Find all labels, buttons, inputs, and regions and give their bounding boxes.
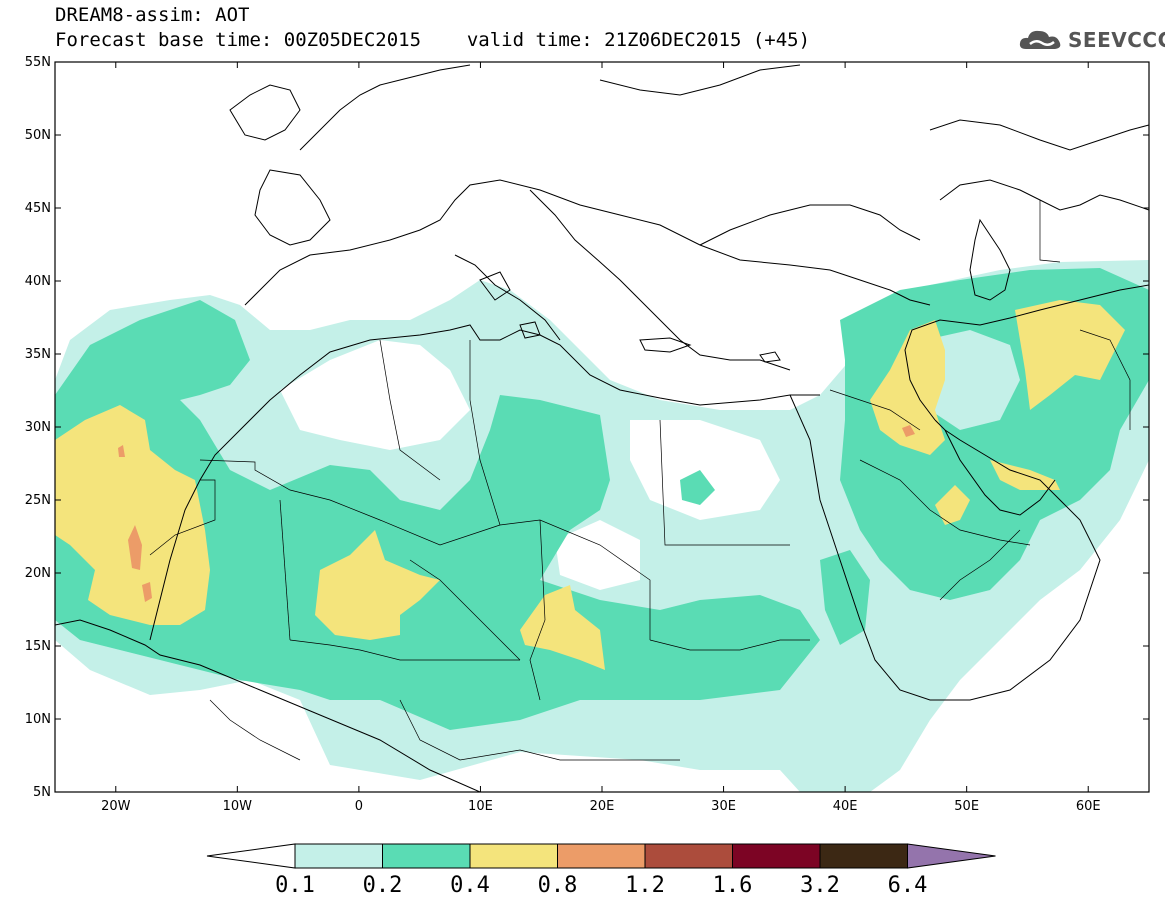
colorbar-low-arrow bbox=[206, 843, 296, 869]
lat-tick-label: 40N bbox=[25, 274, 51, 289]
borders bbox=[149, 200, 1131, 761]
lat-tick-label: 15N bbox=[25, 639, 51, 654]
colorbar-swatch bbox=[469, 843, 558, 869]
colorbar-label: 3.2 bbox=[800, 873, 840, 898]
aot-contour-0.4 bbox=[55, 405, 210, 625]
lon-tick-label: 50E bbox=[954, 799, 979, 814]
colorbar-swatch bbox=[294, 843, 383, 869]
colorbar-swatch bbox=[557, 843, 646, 869]
colorbar-label: 0.4 bbox=[450, 873, 490, 898]
lat-tick-label: 10N bbox=[25, 712, 51, 727]
valid-time-value: 21Z06DEC2015 (+45) bbox=[604, 29, 811, 51]
time-info: Forecast base time: 00Z05DEC2015 valid t… bbox=[55, 29, 810, 51]
lat-tick-label: 35N bbox=[25, 347, 51, 362]
map-title: DREAM8-assim: AOT bbox=[55, 4, 250, 26]
longitude-axis: 20W 10W 0 10E 20E 30E 40E 50E 60E bbox=[101, 62, 1101, 814]
lat-tick-label: 5N bbox=[33, 785, 51, 800]
cloud-icon bbox=[1019, 30, 1061, 49]
colorbar-label: 0.1 bbox=[275, 873, 315, 898]
latitude-axis: 55N 50N 45N 40N 35N 30N 25N 20N 15N 10N 5N bbox=[25, 55, 1149, 800]
colorbar-swatch bbox=[644, 843, 733, 869]
colorbar-label: 0.2 bbox=[363, 873, 403, 898]
colorbar: 0.1 0.2 0.4 0.8 1.2 1.6 3.2 6.4 bbox=[206, 843, 996, 898]
lat-tick-label: 55N bbox=[25, 55, 51, 70]
colorbar-label: 1.6 bbox=[713, 873, 753, 898]
coastlines bbox=[55, 64, 1149, 792]
colorbar-swatch bbox=[732, 843, 821, 869]
lon-tick-label: 30E bbox=[711, 799, 736, 814]
colorbar-label: 1.2 bbox=[625, 873, 665, 898]
lat-tick-label: 45N bbox=[25, 201, 51, 216]
lon-tick-label: 20W bbox=[101, 799, 131, 814]
colorbar-high-arrow bbox=[907, 843, 996, 869]
lon-tick-label: 60E bbox=[1076, 799, 1101, 814]
lat-tick-label: 25N bbox=[25, 493, 51, 508]
valid-time-label: valid time: bbox=[466, 29, 593, 51]
lon-tick-label: 0 bbox=[355, 799, 363, 814]
lat-tick-label: 50N bbox=[25, 128, 51, 143]
logo-text: SEEVCCC bbox=[1068, 28, 1165, 52]
aot-contour-0.8 bbox=[128, 525, 142, 570]
lon-tick-label: 10E bbox=[468, 799, 493, 814]
base-time-label: Forecast base time: bbox=[55, 29, 273, 51]
colorbar-label: 0.8 bbox=[538, 873, 578, 898]
base-time-value: 00Z05DEC2015 bbox=[283, 29, 422, 51]
seevccc-logo: SEEVCCC bbox=[1018, 26, 1165, 54]
colorbar-swatch bbox=[819, 843, 908, 869]
lat-tick-label: 20N bbox=[25, 566, 51, 581]
lat-tick-label: 30N bbox=[25, 420, 51, 435]
colorbar-label: 6.4 bbox=[888, 873, 928, 898]
lon-tick-label: 40E bbox=[833, 799, 858, 814]
lon-tick-label: 20E bbox=[590, 799, 615, 814]
aot-contour-0.2 bbox=[55, 300, 820, 730]
colorbar-swatch bbox=[382, 843, 471, 869]
lon-tick-label: 10W bbox=[223, 799, 253, 814]
aot-field bbox=[55, 62, 1149, 792]
